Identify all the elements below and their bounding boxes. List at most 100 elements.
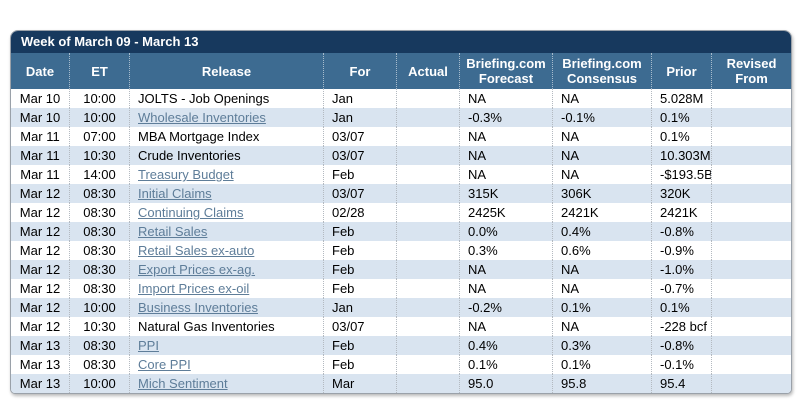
cell-revised-from — [711, 222, 791, 241]
cell-date: Mar 12 — [19, 205, 61, 220]
cell-consensus: NA — [552, 260, 651, 279]
cell-et: 14:00 — [69, 165, 129, 184]
cell-for: 03/07 — [323, 184, 396, 203]
cell-for: Feb — [323, 222, 396, 241]
cell-release: Wholesale Inventories — [129, 108, 323, 127]
cell-actual — [396, 222, 459, 241]
cell-revised-from — [711, 374, 791, 393]
table-row: Mar 12 08:30 Continuing Claims 02/28 2425K 24… — [11, 203, 791, 222]
release-link[interactable]: Mich Sentiment — [138, 376, 228, 391]
cell-actual — [396, 146, 459, 165]
cell-consensus: 306K — [552, 184, 651, 203]
cell-forecast: 315K — [459, 184, 552, 203]
cell-et: 10:00 — [69, 298, 129, 317]
table-row: Mar 12 08:30 Initial Claims 03/07 315K 306K 32… — [11, 184, 791, 203]
cell-release: Export Prices ex-ag. — [129, 260, 323, 279]
cell-revised-from — [711, 260, 791, 279]
cell-revised-from — [711, 203, 791, 222]
release-link[interactable]: Business Inventories — [138, 300, 258, 315]
cell-prior: -$193.5B — [651, 165, 711, 184]
cell-et: 08:30 — [69, 241, 129, 260]
cell-prior: -1.0% — [651, 260, 711, 279]
cell-date: Mar 12 — [19, 262, 61, 277]
cell-actual — [396, 374, 459, 393]
release-link[interactable]: Retail Sales — [138, 224, 208, 239]
cell-forecast: NA — [459, 146, 552, 165]
cell-for: 03/07 — [323, 317, 396, 336]
column-header-for: For — [323, 53, 396, 89]
cell-consensus: -0.1% — [552, 108, 651, 127]
cell-date: Mar 12 — [19, 319, 61, 334]
table-header-row: Date ET Release For Actual Briefing.com … — [11, 53, 791, 89]
cell-et: 08:30 — [69, 222, 129, 241]
cell-release: MBA Mortgage Index — [129, 127, 323, 146]
cell-date: Mar 12 — [19, 243, 61, 258]
cell-revised-from — [711, 165, 791, 184]
table-row: Mar 11 07:00 MBA Mortgage Index 03/07 NA NA 0.… — [11, 127, 791, 146]
cell-revised-from — [711, 89, 791, 108]
cell-for: 03/07 — [323, 127, 396, 146]
cell-et: 08:30 — [69, 260, 129, 279]
cell-for: Feb — [323, 355, 396, 374]
cell-prior: 2421K — [651, 203, 711, 222]
cell-prior: 5.028M — [651, 89, 711, 108]
release-link[interactable]: PPI — [138, 338, 159, 353]
cell-revised-from — [711, 241, 791, 260]
cell-release: Import Prices ex-oil — [129, 279, 323, 298]
cell-consensus: 0.3% — [552, 336, 651, 355]
release-link[interactable]: Import Prices ex-oil — [138, 281, 250, 296]
cell-prior: 10.303M — [651, 146, 711, 165]
release-link[interactable]: Export Prices ex-ag. — [138, 262, 256, 277]
table-row: Mar 13 08:30 Core PPI Feb 0.1% 0.1% -0.1% — [11, 355, 791, 374]
release-link[interactable]: Treasury Budget — [138, 167, 234, 182]
cell-actual — [396, 89, 459, 108]
cell-release: Core PPI — [129, 355, 323, 374]
cell-forecast: 0.0% — [459, 222, 552, 241]
cell-release: Business Inventories — [129, 298, 323, 317]
cell-date: Mar 13 — [19, 338, 61, 353]
column-header-prior: Prior — [651, 53, 711, 89]
cell-revised-from — [711, 279, 791, 298]
release-link[interactable]: Retail Sales ex-auto — [138, 243, 255, 258]
cell-date: Mar 11 — [20, 129, 60, 144]
table-row: Mar 12 08:30 Export Prices ex-ag. Feb NA NA -1… — [11, 260, 791, 279]
cell-prior: 0.1% — [651, 108, 711, 127]
cell-forecast: -0.3% — [459, 108, 552, 127]
cell-revised-from — [711, 355, 791, 374]
cell-for: Jan — [323, 108, 396, 127]
column-header-consensus: Briefing.com Consensus — [552, 53, 651, 89]
cell-consensus: 2421K — [552, 203, 651, 222]
release-link[interactable]: Core PPI — [138, 357, 191, 372]
table-row: Mar 13 08:30 PPI Feb 0.4% 0.3% -0.8% — [11, 336, 791, 355]
cell-for: Mar — [323, 374, 396, 393]
cell-actual — [396, 317, 459, 336]
cell-prior: -0.9% — [651, 241, 711, 260]
release-link[interactable]: Continuing Claims — [138, 205, 244, 220]
cell-actual — [396, 108, 459, 127]
cell-actual — [396, 260, 459, 279]
cell-consensus: NA — [552, 279, 651, 298]
cell-et: 08:30 — [69, 336, 129, 355]
cell-release: Initial Claims — [129, 184, 323, 203]
cell-release: Continuing Claims — [129, 203, 323, 222]
cell-prior: 0.1% — [651, 127, 711, 146]
release-link[interactable]: Wholesale Inventories — [138, 110, 266, 125]
cell-for: Jan — [323, 298, 396, 317]
cell-consensus: 95.8 — [552, 374, 651, 393]
cell-for: Feb — [323, 336, 396, 355]
cell-revised-from — [711, 184, 791, 203]
cell-forecast: NA — [459, 165, 552, 184]
cell-for: Feb — [323, 165, 396, 184]
cell-revised-from — [711, 146, 791, 165]
cell-date: Mar 10 — [19, 91, 61, 106]
cell-consensus: NA — [552, 146, 651, 165]
cell-prior: -0.8% — [651, 222, 711, 241]
cell-et: 10:30 — [69, 146, 129, 165]
cell-release: Treasury Budget — [129, 165, 323, 184]
economic-calendar-table: Week of March 09 - March 13 Date ET Rele… — [10, 30, 792, 394]
release-link[interactable]: Initial Claims — [138, 186, 212, 201]
cell-revised-from — [711, 127, 791, 146]
cell-forecast: 2425K — [459, 203, 552, 222]
table-row: Mar 11 10:30 Crude Inventories 03/07 NA NA 10.… — [11, 146, 791, 165]
cell-et: 10:00 — [69, 89, 129, 108]
